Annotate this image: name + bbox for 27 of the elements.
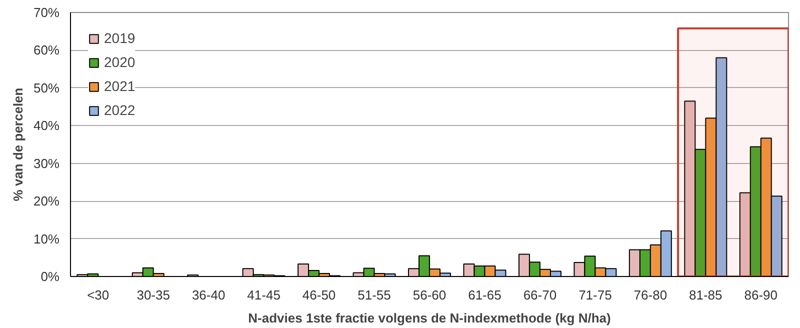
x-tick-label: 66-70 [523, 288, 557, 302]
y-tick-label: 60% [33, 42, 60, 58]
y-tick-label: 20% [33, 194, 60, 209]
y-tick-label: 0% [40, 269, 60, 284]
x-tick-label: 30-35 [136, 288, 170, 302]
x-tick-label: 51-55 [358, 288, 391, 302]
x-tick-label: 56-60 [412, 288, 446, 302]
legend-label: 2021 [104, 78, 136, 94]
x-axis-title: N-advies 1ste fractie volgens de N-indexmethode (kg N/ha) [248, 310, 611, 326]
x-tick-label: 71-75 [578, 288, 612, 302]
x-tick-label: 76-80 [634, 288, 668, 302]
x-tick-label: 61-65 [468, 288, 502, 302]
y-tick-label: 50% [33, 80, 60, 96]
legend-label: 2020 [104, 54, 136, 70]
y-axis-title: % van de percelen [10, 88, 26, 202]
x-tick-label: 86-90 [744, 288, 778, 302]
y-tick-label: 70% [33, 5, 60, 20]
x-tick-label: <30 [87, 288, 110, 302]
x-tick-label: 81-85 [689, 288, 722, 302]
legend-label: 2022 [104, 102, 136, 118]
y-tick-label: 10% [33, 231, 60, 246]
x-tick-label: 41-45 [247, 288, 280, 302]
y-tick-label: 40% [33, 118, 60, 134]
x-tick-label: 46-50 [302, 288, 336, 302]
y-tick-label: 30% [33, 156, 60, 171]
legend-label: 2019 [104, 30, 136, 46]
x-tick-label: 36-40 [192, 288, 226, 302]
